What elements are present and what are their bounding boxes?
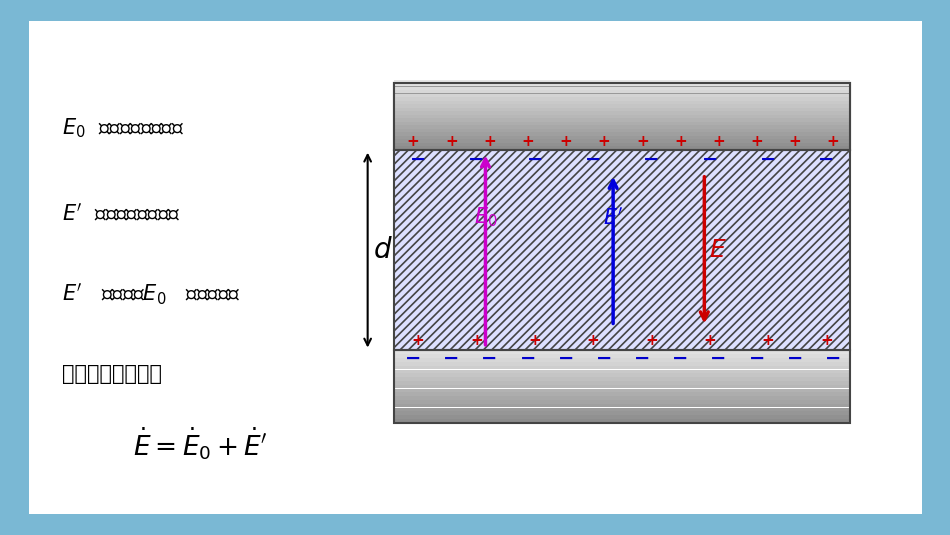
Bar — [394, 143, 850, 146]
Bar — [394, 388, 850, 392]
Text: +: + — [712, 134, 725, 149]
Text: −: − — [444, 349, 460, 368]
Text: −: − — [787, 349, 803, 368]
Bar — [394, 150, 850, 350]
Bar — [394, 415, 850, 419]
Text: $E'$: $E'$ — [603, 207, 623, 228]
Text: 介质中的电场强度: 介质中的电场强度 — [62, 364, 162, 385]
Bar — [394, 122, 850, 125]
Bar — [394, 97, 850, 101]
Text: +: + — [407, 134, 420, 149]
Text: −: − — [643, 150, 659, 169]
Bar — [394, 129, 850, 132]
Text: +: + — [703, 333, 716, 348]
Text: +: + — [762, 333, 774, 348]
Text: −: − — [760, 150, 776, 169]
Text: −: − — [468, 150, 484, 169]
Bar — [394, 136, 850, 139]
Bar — [394, 132, 850, 136]
Text: −: − — [526, 150, 542, 169]
Text: −: − — [825, 349, 842, 368]
Text: $\dot{E} = \dot{E}_0 + \dot{E}^{\prime}$: $\dot{E} = \dot{E}_0 + \dot{E}^{\prime}$ — [133, 426, 268, 462]
Bar — [394, 115, 850, 118]
Text: $E_0$  自由电荷产生的场: $E_0$ 自由电荷产生的场 — [62, 117, 184, 140]
Bar — [394, 362, 850, 365]
Text: −: − — [585, 150, 601, 169]
Bar — [394, 87, 850, 90]
Text: −: − — [711, 349, 727, 368]
Bar — [394, 400, 850, 403]
Text: $d$: $d$ — [373, 236, 393, 264]
Text: $E_0$: $E_0$ — [474, 205, 497, 228]
Text: $E'$  极化电荷产生的场: $E'$ 极化电荷产生的场 — [62, 203, 180, 225]
Bar — [394, 83, 850, 150]
Text: −: − — [520, 349, 536, 368]
Bar — [394, 108, 850, 111]
Bar — [394, 370, 850, 373]
Bar — [394, 373, 850, 377]
Text: −: − — [818, 150, 835, 169]
Bar — [394, 350, 850, 354]
Text: −: − — [749, 349, 765, 368]
Text: +: + — [788, 134, 802, 149]
Bar — [394, 104, 850, 108]
Bar — [394, 90, 850, 94]
Text: +: + — [820, 333, 833, 348]
Text: +: + — [750, 134, 763, 149]
Text: +: + — [470, 333, 483, 348]
Bar — [394, 80, 850, 83]
Text: +: + — [411, 333, 425, 348]
Text: −: − — [405, 349, 422, 368]
Text: −: − — [702, 150, 718, 169]
Bar — [394, 94, 850, 97]
Bar — [394, 118, 850, 121]
Bar — [394, 350, 850, 423]
Text: −: − — [558, 349, 574, 368]
Bar — [394, 385, 850, 388]
Text: −: − — [596, 349, 613, 368]
Bar — [394, 125, 850, 129]
Bar — [394, 83, 850, 87]
Text: +: + — [484, 134, 496, 149]
Text: −: − — [634, 349, 651, 368]
Bar — [394, 347, 850, 350]
Bar — [394, 358, 850, 362]
Bar — [394, 101, 850, 104]
Bar — [394, 366, 850, 370]
Bar — [394, 140, 850, 143]
Text: +: + — [598, 134, 611, 149]
Text: +: + — [674, 134, 687, 149]
Bar — [394, 393, 850, 396]
Text: +: + — [560, 134, 572, 149]
Bar — [394, 147, 850, 150]
Bar — [394, 83, 850, 150]
Text: −: − — [409, 150, 427, 169]
Bar — [394, 408, 850, 411]
Text: +: + — [636, 134, 649, 149]
Text: +: + — [445, 134, 458, 149]
Text: +: + — [645, 333, 657, 348]
Bar — [394, 354, 850, 358]
Text: $E$: $E$ — [709, 238, 727, 262]
Text: +: + — [587, 333, 599, 348]
Text: +: + — [528, 333, 542, 348]
Bar — [394, 419, 850, 423]
Bar — [394, 111, 850, 114]
Bar — [394, 411, 850, 415]
Text: +: + — [522, 134, 534, 149]
Bar — [394, 381, 850, 385]
Text: +: + — [826, 134, 840, 149]
Bar — [394, 377, 850, 381]
Bar — [394, 404, 850, 408]
Text: −: − — [482, 349, 498, 368]
Bar — [394, 396, 850, 400]
Text: −: − — [673, 349, 689, 368]
Text: $E'$   的方向与$E_0$   的方向相反: $E'$ 的方向与$E_0$ 的方向相反 — [62, 281, 240, 307]
